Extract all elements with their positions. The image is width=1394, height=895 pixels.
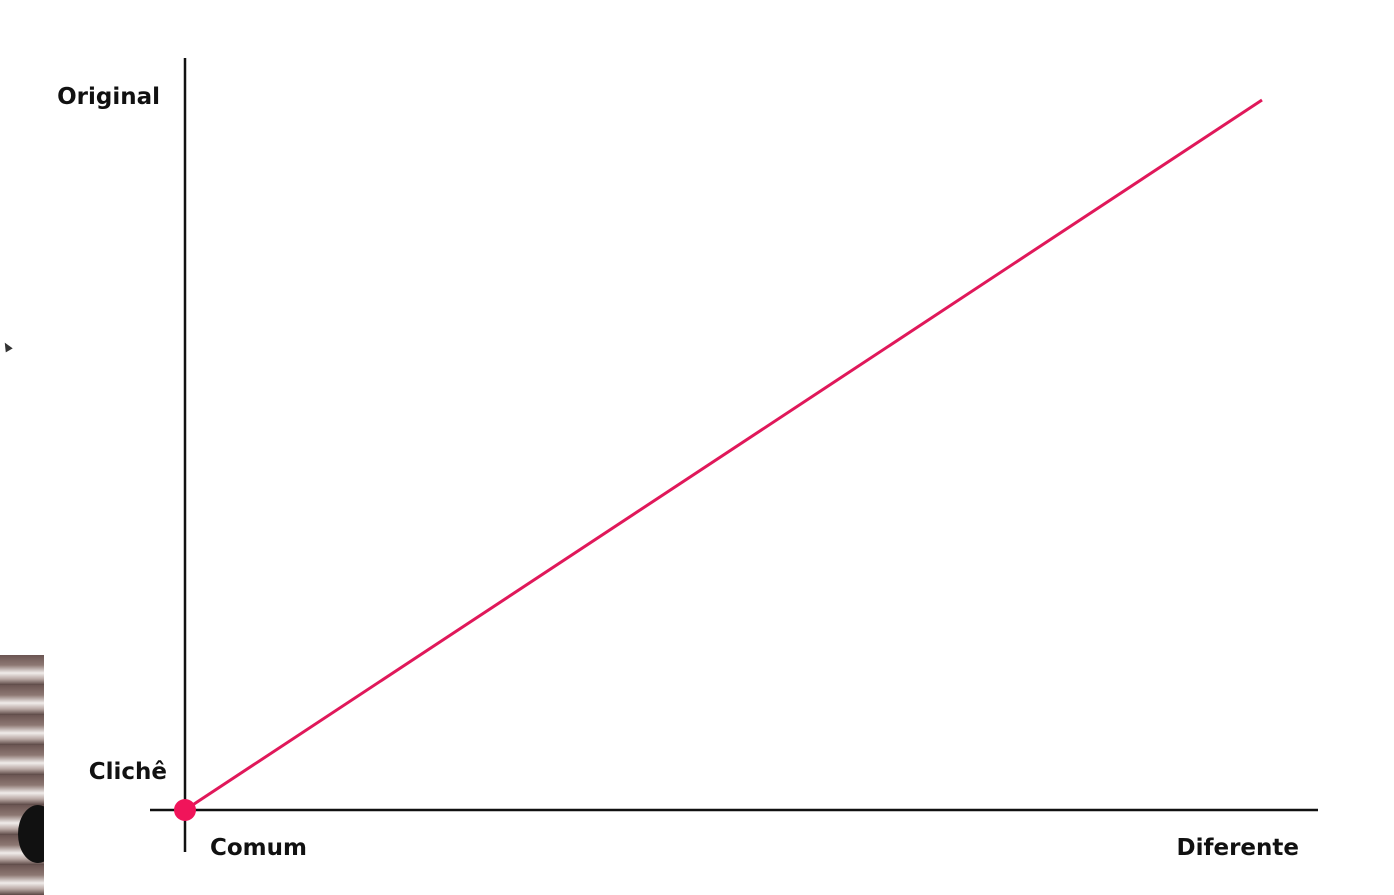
x-tick-label-left: Comum xyxy=(210,835,307,861)
y-tick-label-top: Original xyxy=(57,84,160,110)
series-layer xyxy=(184,98,1263,812)
x-tick-label-right: Diferente xyxy=(1177,835,1300,861)
points-layer xyxy=(174,799,196,821)
origin-point-0 xyxy=(174,799,196,821)
webcam-person-silhouette xyxy=(18,805,44,863)
series-line-0 xyxy=(184,98,1263,812)
webcam-thumbnail xyxy=(0,655,44,895)
y-tick-label-bottom: Clichê xyxy=(89,759,167,785)
